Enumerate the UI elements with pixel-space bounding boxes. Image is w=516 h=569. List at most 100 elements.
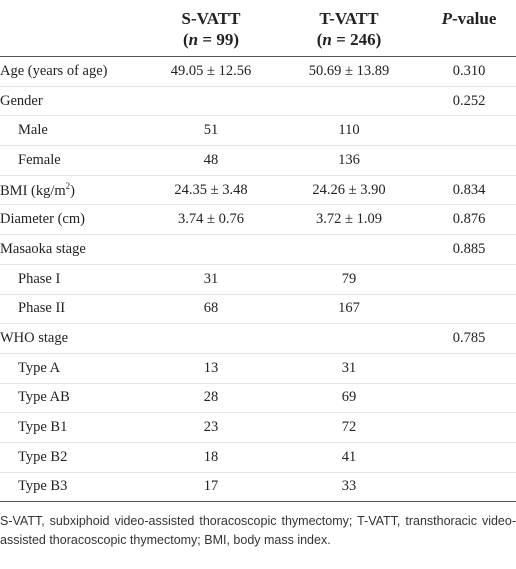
header-line: S-VATT bbox=[146, 8, 276, 29]
table-cell: 28 bbox=[146, 383, 276, 414]
row-label: Gender bbox=[0, 86, 146, 117]
text-segment: Age (years of age) bbox=[0, 62, 108, 79]
table-row: Female 48 136 bbox=[0, 145, 516, 176]
row-label: Phase II bbox=[0, 294, 146, 325]
table-cell bbox=[422, 442, 516, 473]
text-segment: n bbox=[322, 30, 332, 49]
row-label: Type A bbox=[0, 353, 146, 384]
table-cell bbox=[422, 353, 516, 384]
text-segment: P bbox=[441, 9, 452, 28]
table-cell: 50.69 ± 13.89 bbox=[276, 56, 422, 87]
text-segment: Type B1 bbox=[18, 419, 68, 436]
text-segment: Type A bbox=[18, 359, 61, 376]
table-cell: 0.785 bbox=[422, 323, 516, 354]
table-cell: 49.05 ± 12.56 bbox=[146, 56, 276, 87]
table-cell: 3.74 ± 0.76 bbox=[146, 204, 276, 236]
row-label: Diameter (cm) bbox=[0, 204, 146, 236]
table-cell bbox=[422, 145, 516, 176]
column-header: P-value bbox=[422, 0, 516, 57]
table-cell bbox=[422, 264, 516, 295]
row-label: Age (years of age) bbox=[0, 56, 146, 87]
footnote: S-VATT, subxiphoid video-assisted thorac… bbox=[0, 514, 516, 548]
table-cell: 24.35 ± 3.48 bbox=[146, 175, 276, 206]
header-line: T-VATT bbox=[276, 8, 422, 29]
table-cell: 136 bbox=[276, 145, 422, 176]
header-line: P-value bbox=[422, 8, 516, 29]
table-cell: 3.72 ± 1.09 bbox=[276, 204, 422, 236]
table-cell: 69 bbox=[276, 383, 422, 414]
text-segment: Phase II bbox=[18, 300, 66, 317]
table-cell: 72 bbox=[276, 412, 422, 443]
table-cell bbox=[422, 412, 516, 443]
table-cell bbox=[276, 234, 422, 265]
table-cell: 79 bbox=[276, 264, 422, 295]
table-cell bbox=[422, 294, 516, 325]
table-cell bbox=[146, 86, 276, 117]
text-segment: Type B3 bbox=[18, 478, 68, 495]
row-label: Male bbox=[0, 115, 146, 147]
header-row: S-VATT (n = 99) T-VATT (n = 246) P-value bbox=[0, 0, 516, 57]
table-row: Phase II 68 167 bbox=[0, 294, 516, 325]
table-row: Gender 0.252 bbox=[0, 86, 516, 117]
table-cell bbox=[146, 234, 276, 265]
data-table: S-VATT (n = 99) T-VATT (n = 246) P-value Age… bbox=[0, 0, 516, 503]
row-label: BMI (kg/m2) bbox=[0, 175, 146, 206]
table-row: Masaoka stage 0.885 bbox=[0, 234, 516, 265]
text-segment: ) bbox=[70, 182, 75, 199]
text-segment: ( bbox=[183, 30, 189, 49]
table-row: Diameter (cm) 3.74 ± 0.76 3.72 ± 1.09 0.876 bbox=[0, 204, 516, 236]
table-cell: 31 bbox=[276, 353, 422, 384]
table-cell: 0.310 bbox=[422, 56, 516, 87]
table-cell bbox=[422, 472, 516, 503]
row-label: WHO stage bbox=[0, 323, 146, 354]
table-cell: 18 bbox=[146, 442, 276, 473]
header-line: (n = 246) bbox=[276, 29, 422, 50]
text-segment: n bbox=[188, 30, 199, 49]
row-label: Female bbox=[0, 145, 146, 176]
table-cell bbox=[422, 383, 516, 414]
table-cell: 0.252 bbox=[422, 86, 516, 117]
table-cell: 17 bbox=[146, 472, 276, 503]
row-label: Masaoka stage bbox=[0, 234, 146, 265]
text-segment: T-VATT bbox=[319, 9, 379, 28]
row-label: Type B3 bbox=[0, 472, 146, 503]
table-cell: 0.834 bbox=[422, 175, 516, 206]
table-row: Phase I 31 79 bbox=[0, 264, 516, 295]
table-row: Type B2 18 41 bbox=[0, 442, 516, 473]
table-cell: 68 bbox=[146, 294, 276, 325]
text-segment: -value bbox=[452, 9, 497, 28]
text-segment: Diameter (cm) bbox=[0, 211, 85, 228]
text-segment: Type AB bbox=[18, 389, 70, 406]
text-segment: = 99) bbox=[198, 30, 239, 49]
text-segment: Type B2 bbox=[18, 448, 68, 465]
table-row: BMI (kg/m2) 24.35 ± 3.48 24.26 ± 3.90 0.834 bbox=[0, 175, 516, 206]
table-row: Type A 13 31 bbox=[0, 353, 516, 384]
column-header bbox=[0, 0, 146, 57]
table-cell: 23 bbox=[146, 412, 276, 443]
table-row: WHO stage 0.785 bbox=[0, 323, 516, 354]
table-cell: 41 bbox=[276, 442, 422, 473]
table-cell: 48 bbox=[146, 145, 276, 176]
table-body: Age (years of age) 49.05 ± 12.56 50.69 ± 1… bbox=[0, 56, 516, 503]
text-segment: = 246) bbox=[331, 30, 382, 49]
table-cell bbox=[146, 323, 276, 354]
table-cell bbox=[276, 86, 422, 117]
table-cell bbox=[422, 115, 516, 147]
text-segment: ( bbox=[316, 30, 323, 49]
text-segment: S-VATT bbox=[181, 9, 241, 28]
table-cell: 13 bbox=[146, 353, 276, 384]
table-row: Age (years of age) 49.05 ± 12.56 50.69 ± 1… bbox=[0, 56, 516, 87]
text-segment: 2 bbox=[65, 180, 71, 191]
text-segment: BMI (kg/m bbox=[0, 182, 66, 199]
text-segment: Female bbox=[18, 151, 61, 168]
table-cell: 24.26 ± 3.90 bbox=[276, 175, 422, 206]
text-segment: Masaoka stage bbox=[0, 240, 86, 257]
row-label: Phase I bbox=[0, 264, 146, 295]
text-segment: Phase I bbox=[18, 270, 61, 287]
table-row: Type B3 17 33 bbox=[0, 472, 516, 503]
header-line: (n = 99) bbox=[146, 29, 276, 50]
row-label: Type B1 bbox=[0, 412, 146, 443]
table-cell: 51 bbox=[146, 115, 276, 147]
table-cell: 167 bbox=[276, 294, 422, 325]
